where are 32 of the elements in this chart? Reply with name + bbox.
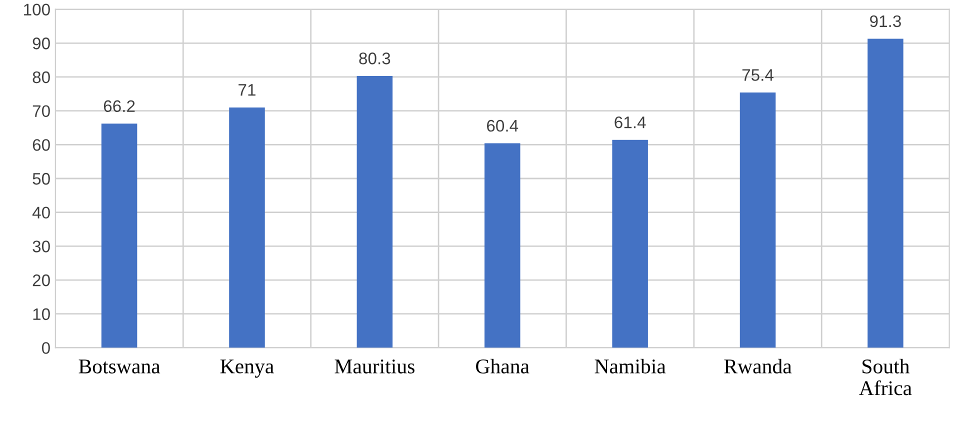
x-tick-label: Kenya [220,360,274,378]
y-tick-label: 40 [32,206,50,219]
x-tick-label: Namibia [594,358,666,374]
x-tick-label: South Africa [859,358,912,396]
y-tick-label: 60 [32,139,50,151]
data-label: 61.4 [614,116,646,128]
data-label: 91.3 [870,15,901,28]
data-label: 80.3 [359,52,390,64]
x-tick-label: Botswana [78,360,160,374]
data-label: 66.2 [104,100,135,112]
bar [101,124,138,348]
y-tick-label: 80 [32,71,50,84]
y-tick-label: 30 [32,240,50,252]
y-tick-label: 90 [32,38,50,50]
data-label: 75.4 [742,69,774,81]
x-tick-label: Ghana [476,358,530,374]
y-tick-label: 70 [32,105,50,118]
bar [229,107,265,348]
bar [612,140,648,348]
x-tick-label: Rwanda [724,358,792,374]
data-label: 60.4 [487,120,518,132]
bar [356,76,393,348]
bar [484,143,520,348]
y-tick-label: 0 [42,342,50,354]
y-tick-label: 100 [24,4,50,16]
data-label: 71 [238,84,256,96]
bar [868,38,904,348]
y-tick-label: 50 [32,172,50,185]
x-tick-label: Mauritius [334,359,414,374]
bar [740,92,776,348]
y-tick-label: 10 [33,308,50,320]
y-tick-label: 20 [32,274,50,286]
